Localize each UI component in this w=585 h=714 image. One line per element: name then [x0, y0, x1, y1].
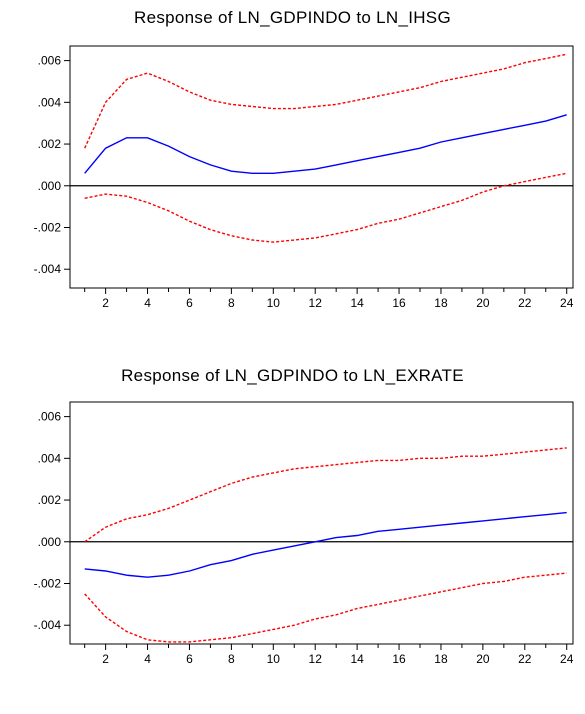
x-tick-label: 10 [267, 296, 281, 310]
x-tick-label: 24 [560, 652, 574, 666]
series-lower [84, 572, 567, 643]
x-tick-label: 10 [267, 652, 281, 666]
chart-title: Response of LN_GDPINDO to LN_IHSG [134, 8, 451, 27]
plot-frame [69, 401, 574, 645]
series-upper [84, 447, 567, 543]
plot-frame [69, 45, 574, 289]
x-tick-label: 20 [476, 296, 490, 310]
x-tick-label: 8 [228, 652, 235, 666]
x-tick-label: 12 [309, 652, 323, 666]
x-tick-label: 2 [102, 296, 109, 310]
y-tick-label: .004 [38, 95, 62, 109]
y-tick-label: .004 [38, 451, 62, 465]
x-tick-label: 2 [102, 652, 109, 666]
x-tick-label: 4 [144, 652, 151, 666]
y-tick-label: -.002 [34, 221, 62, 235]
irf-panel-ihsg: Response of LN_GDPINDO to LN_IHSG .006 .0… [0, 0, 585, 350]
irf-panel-exrate: Response of LN_GDPINDO to LN_EXRATE .006… [0, 356, 585, 706]
chart-title: Response of LN_GDPINDO to LN_EXRATE [121, 366, 464, 385]
series-response [84, 114, 567, 174]
x-tick-label: 16 [392, 652, 406, 666]
y-tick-label: -.004 [34, 618, 62, 632]
y-tick-label: .002 [38, 493, 62, 507]
y-tick-label: .000 [38, 179, 62, 193]
x-tick-label: 18 [434, 652, 448, 666]
y-tick-label: -.004 [34, 262, 62, 276]
x-tick-label: 20 [476, 652, 490, 666]
series-lower [84, 172, 567, 243]
x-tick-label: 14 [350, 296, 364, 310]
y-tick-label: .000 [38, 535, 62, 549]
x-tick-label: 18 [434, 296, 448, 310]
x-tick-label: 22 [518, 652, 532, 666]
x-tick-label: 8 [228, 296, 235, 310]
x-tick-label: 16 [392, 296, 406, 310]
x-tick-label: 14 [350, 652, 364, 666]
x-tick-label: 6 [186, 296, 193, 310]
x-tick-label: 12 [309, 296, 323, 310]
series-upper [84, 53, 567, 149]
y-tick-label: .006 [38, 54, 62, 68]
y-tick-label: .006 [38, 410, 62, 424]
y-tick-label: -.002 [34, 577, 62, 591]
series-response [84, 511, 567, 578]
x-tick-label: 22 [518, 296, 532, 310]
y-tick-label: .002 [38, 137, 62, 151]
x-tick-label: 24 [560, 296, 574, 310]
x-tick-label: 6 [186, 652, 193, 666]
x-tick-label: 4 [144, 296, 151, 310]
